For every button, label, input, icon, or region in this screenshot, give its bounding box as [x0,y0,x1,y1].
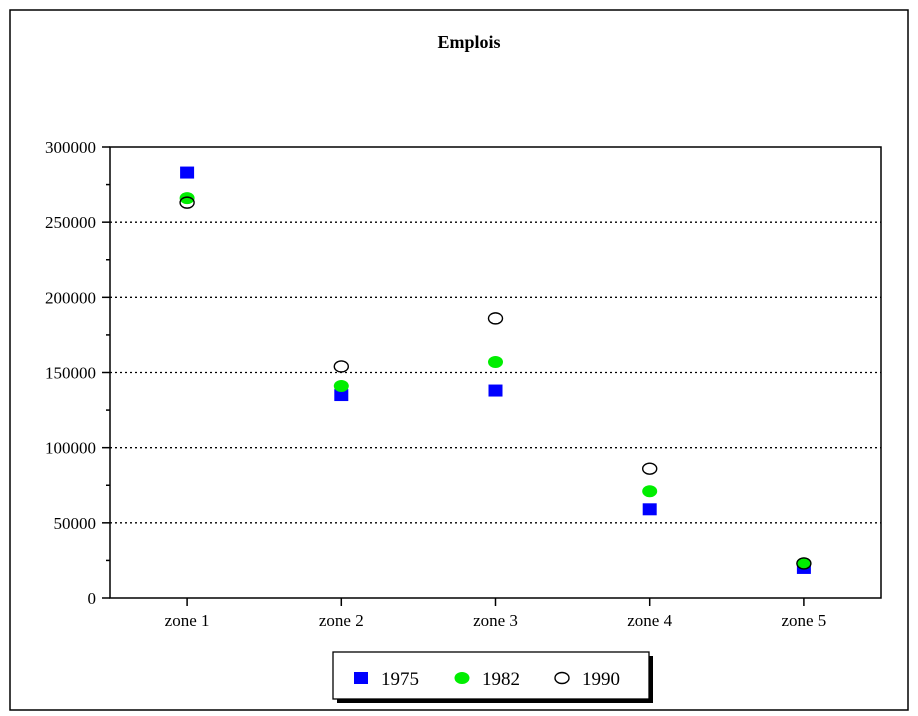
legend: 1975 1982 1990 [332,651,653,703]
legend-label: 1990 [582,669,620,690]
y-tick-label: 200000 [45,288,96,307]
legend-marker [454,672,470,684]
y-tick-label: 0 [88,589,97,608]
y-tick-label: 100000 [45,439,96,458]
x-tick-label: zone 1 [165,611,210,630]
y-tick-label: 150000 [45,364,96,383]
y-tick-label: 50000 [54,514,97,533]
data-point [179,196,195,209]
data-point [333,380,349,393]
y-axis: 0 50000 100000 150000 200000 250000 300000 [45,138,110,608]
legend-marker [354,672,368,684]
data-point [642,462,658,475]
data-point [488,355,503,368]
legend-label: 1975 [381,669,419,690]
x-tick-label: zone 4 [627,611,672,630]
legend-label: 1982 [482,669,520,690]
data-point [333,360,349,373]
y-tick-label: 300000 [45,138,96,157]
chart-title: Emplois [437,32,500,52]
legend-box [332,651,650,700]
legend-marker [554,671,570,685]
data-point [796,557,812,570]
x-tick-label: zone 5 [781,611,826,630]
data-point [488,384,503,397]
data-point [796,557,812,570]
x-tick-label: zone 3 [473,611,518,630]
data-point [642,503,657,516]
series-1990 [179,196,812,570]
data-point [642,485,658,498]
data-points [179,166,812,574]
data-point [334,389,349,402]
data-point [180,166,195,179]
gridlines [110,221,881,524]
chart-frame [9,9,909,711]
series-1982 [179,192,812,570]
data-point [179,192,195,205]
y-tick-label: 250000 [45,213,96,232]
data-point [487,312,504,325]
x-tick-label: zone 2 [319,611,364,630]
x-axis: zone 1 zone 2 zone 3 zone 4 zone 5 [165,598,826,630]
